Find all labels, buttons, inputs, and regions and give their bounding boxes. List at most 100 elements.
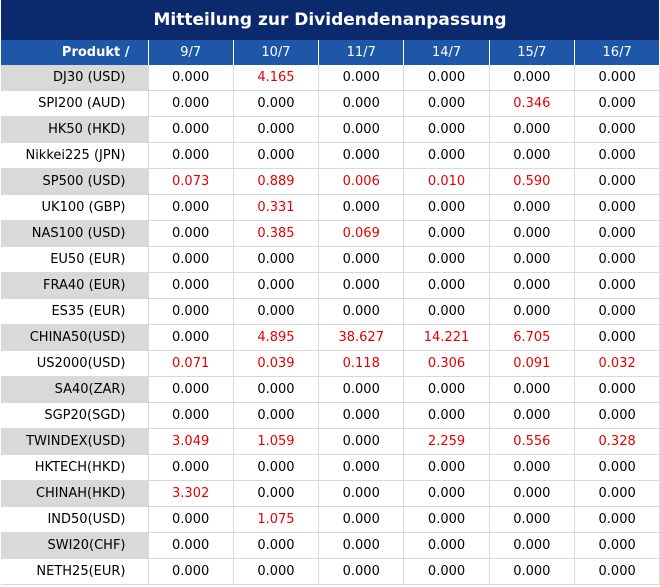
value-cell: 0.385 [233, 220, 320, 247]
dividend-table: Produkt / 9/7 10/7 11/7 14/7 15/7 16/7 D… [1, 40, 660, 585]
value-cell: 0.073 [148, 168, 234, 195]
value-cell: 0.000 [489, 220, 575, 247]
table-row: Nikkei225 (JPN) 0.000 0.000 0.000 0.000 0.000… [1, 142, 660, 169]
value-cell: 2.259 [403, 428, 490, 455]
value-cell: 0.000 [574, 246, 660, 273]
value-cell: 0.346 [489, 90, 575, 117]
value-cell: 0.000 [489, 480, 575, 507]
table-row: UK100 (GBP) 0.000 0.331 0.000 0.000 0.000 0.00… [1, 194, 660, 221]
value-cell: 0.000 [403, 194, 490, 221]
table-row: ES35 (EUR) 0.000 0.000 0.000 0.000 0.000 0.000 [1, 298, 660, 325]
value-cell: 0.000 [489, 272, 575, 299]
value-cell: 0.010 [403, 168, 490, 195]
value-cell: 0.000 [403, 506, 490, 533]
value-cell: 0.000 [233, 298, 320, 325]
value-cell: 0.000 [318, 558, 405, 585]
value-cell: 0.000 [574, 65, 660, 91]
value-cell: 0.000 [148, 246, 234, 273]
value-cell: 0.000 [403, 298, 490, 325]
column-header-date: 9/7 [148, 40, 234, 65]
value-cell: 0.000 [318, 116, 405, 143]
value-cell: 0.000 [148, 90, 234, 117]
value-cell: 0.000 [318, 65, 405, 91]
value-cell: 0.331 [233, 194, 320, 221]
value-cell: 0.000 [148, 558, 234, 585]
value-cell: 0.000 [489, 194, 575, 221]
value-cell: 0.000 [233, 142, 320, 169]
table-row: HK50 (HKD) 0.000 0.000 0.000 0.000 0.000 0.000 [1, 116, 660, 143]
table-row: SGP20(SGD) 0.000 0.000 0.000 0.000 0.000 0.000 [1, 402, 660, 429]
value-cell: 0.000 [403, 558, 490, 585]
value-cell: 0.000 [233, 532, 320, 559]
product-cell: IND50(USD) [1, 506, 149, 533]
value-cell: 0.000 [148, 402, 234, 429]
table-row: US2000(USD) 0.071 0.039 0.118 0.306 0.091 0.03… [1, 350, 660, 377]
product-cell: TWINDEX(USD) [1, 428, 149, 455]
product-cell: SWI20(CHF) [1, 532, 149, 559]
value-cell: 0.000 [233, 454, 320, 481]
value-cell: 0.071 [148, 350, 234, 377]
value-cell: 0.000 [574, 480, 660, 507]
value-cell: 0.000 [403, 246, 490, 273]
value-cell: 0.000 [574, 402, 660, 429]
value-cell: 0.889 [233, 168, 320, 195]
value-cell: 0.000 [489, 558, 575, 585]
value-cell: 0.000 [489, 454, 575, 481]
value-cell: 0.000 [403, 402, 490, 429]
value-cell: 0.000 [403, 532, 490, 559]
value-cell: 0.000 [489, 402, 575, 429]
value-cell: 0.000 [233, 558, 320, 585]
value-cell: 6.705 [489, 324, 575, 351]
value-cell: 0.000 [574, 558, 660, 585]
product-cell: SP500 (USD) [1, 168, 149, 195]
product-cell: EU50 (EUR) [1, 246, 149, 273]
value-cell: 0.000 [403, 142, 490, 169]
column-header-date: 10/7 [233, 40, 320, 65]
value-cell: 0.000 [489, 65, 575, 91]
value-cell: 0.000 [403, 272, 490, 299]
table-row: CHINAH(HKD) 3.302 0.000 0.000 0.000 0.000 0.00… [1, 480, 660, 507]
column-header-date: 14/7 [403, 40, 490, 65]
value-cell: 4.895 [233, 324, 320, 351]
value-cell: 0.000 [233, 480, 320, 507]
value-cell: 0.000 [403, 90, 490, 117]
value-cell: 0.000 [574, 324, 660, 351]
value-cell: 0.000 [233, 272, 320, 299]
value-cell: 0.556 [489, 428, 575, 455]
value-cell: 0.000 [233, 402, 320, 429]
value-cell: 0.000 [574, 376, 660, 403]
value-cell: 0.000 [148, 376, 234, 403]
value-cell: 0.000 [318, 272, 405, 299]
table-row: SA40(ZAR) 0.000 0.000 0.000 0.000 0.000 0.000 [1, 376, 660, 403]
value-cell: 4.165 [233, 65, 320, 91]
table-row: DJ30 (USD) 0.000 4.165 0.000 0.000 0.000 0.000 [1, 65, 660, 91]
value-cell: 0.000 [233, 246, 320, 273]
product-cell: CHINA50(USD) [1, 324, 149, 351]
value-cell: 1.075 [233, 506, 320, 533]
value-cell: 0.000 [148, 116, 234, 143]
table-row: SPI200 (AUD) 0.000 0.000 0.000 0.000 0.346 0.0… [1, 90, 660, 117]
value-cell: 0.000 [489, 246, 575, 273]
value-cell: 0.000 [489, 116, 575, 143]
value-cell: 0.000 [318, 506, 405, 533]
table-row: TWINDEX(USD) 3.049 1.059 0.000 2.259 0.556 0.3… [1, 428, 660, 455]
value-cell: 0.000 [318, 246, 405, 273]
table-row: HKTECH(HKD) 0.000 0.000 0.000 0.000 0.000 0.00… [1, 454, 660, 481]
column-header-date: 16/7 [574, 40, 660, 65]
value-cell: 0.000 [489, 532, 575, 559]
product-cell: SPI200 (AUD) [1, 90, 149, 117]
value-cell: 0.000 [148, 298, 234, 325]
column-header-date: 15/7 [489, 40, 575, 65]
table-row: NAS100 (USD) 0.000 0.385 0.069 0.000 0.000 0.0… [1, 220, 660, 247]
value-cell: 0.328 [574, 428, 660, 455]
value-cell: 0.000 [403, 116, 490, 143]
value-cell: 0.000 [489, 142, 575, 169]
product-cell: HKTECH(HKD) [1, 454, 149, 481]
value-cell: 0.000 [574, 116, 660, 143]
table-row: SP500 (USD) 0.073 0.889 0.006 0.010 0.590 0.00… [1, 168, 660, 195]
value-cell: 0.000 [574, 142, 660, 169]
value-cell: 0.039 [233, 350, 320, 377]
value-cell: 0.000 [233, 90, 320, 117]
value-cell: 0.000 [318, 142, 405, 169]
value-cell: 0.000 [148, 454, 234, 481]
